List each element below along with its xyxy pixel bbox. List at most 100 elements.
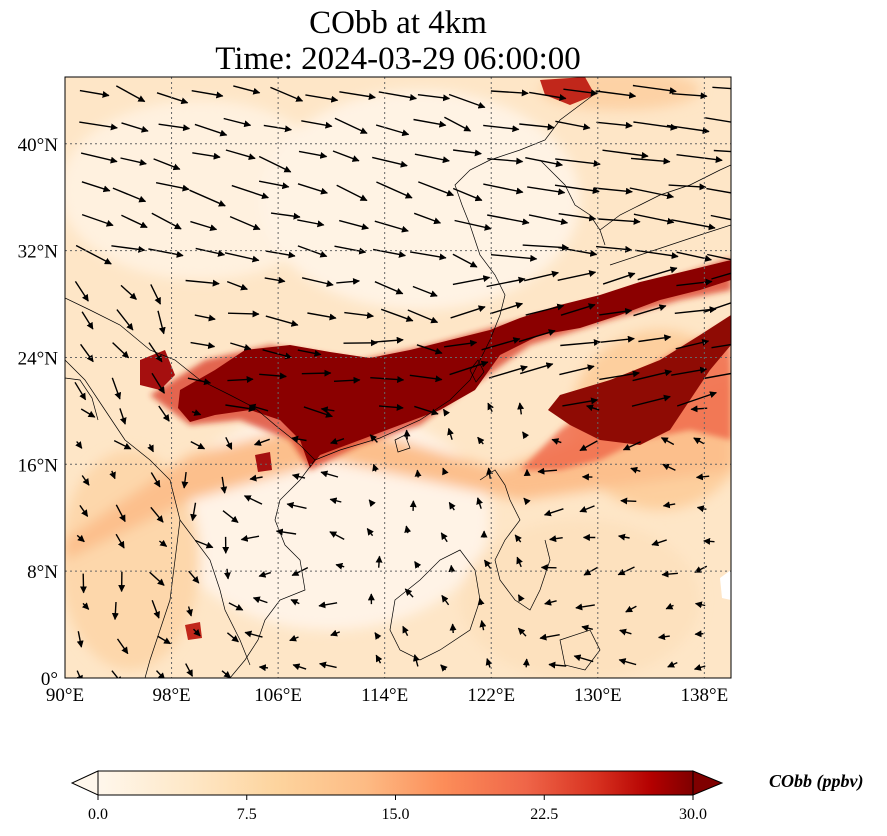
wind-arrow (151, 599, 160, 619)
wind-arrow (289, 634, 299, 642)
wind-arrow (153, 158, 181, 171)
wind-arrow (487, 157, 524, 165)
wind-arrow (231, 184, 269, 200)
wind-arrow (713, 149, 731, 153)
wind-arrow (275, 528, 297, 536)
wind-arrow (712, 86, 731, 90)
wind-arrow (706, 187, 731, 194)
wind-arrow (220, 476, 228, 494)
wind-arrow (660, 437, 675, 446)
wind-arrow (638, 334, 672, 343)
wind-arrow (528, 214, 569, 226)
wind-arrow (693, 437, 705, 445)
wind-arrow (188, 570, 200, 584)
wind-arrow (632, 369, 673, 382)
wind-arrow (651, 539, 667, 547)
wind-arrow (551, 438, 562, 445)
wind-arrow (558, 213, 597, 222)
wind-arrow (619, 628, 632, 636)
wind-arrow (305, 94, 339, 103)
wind-arrow (485, 658, 493, 668)
wind-arrow (442, 408, 450, 417)
wind-arrow (244, 630, 263, 638)
wind-arrow (230, 342, 252, 351)
wind-arrow (109, 470, 116, 480)
wind-arrow (483, 559, 492, 569)
wind-arrow (221, 670, 232, 678)
wind-arrow (376, 181, 413, 199)
wind-arrow (259, 372, 287, 380)
wind-arrow (298, 150, 328, 159)
wind-arrow (579, 440, 598, 452)
wind-arrow (476, 497, 483, 509)
wind-arrow (291, 473, 306, 480)
wind-arrow (339, 219, 369, 231)
wind-arrow (596, 121, 633, 129)
wind-arrow (258, 180, 290, 190)
wind-arrow (695, 473, 710, 481)
wind-arrow (703, 372, 731, 380)
wind-arrow (121, 122, 149, 133)
wind-arrow (518, 329, 556, 343)
wind-arrow (334, 117, 368, 134)
wind-arrow (335, 562, 345, 570)
wind-arrow (481, 337, 521, 351)
wind-arrow (374, 632, 382, 640)
wind-arrow (517, 402, 525, 415)
wind-arrow (149, 571, 165, 586)
wind-arrow (81, 475, 90, 486)
colorbar-min-extend (70, 770, 99, 796)
map-frame (64, 76, 732, 679)
wind-arrow (148, 248, 184, 258)
wind-arrow (676, 154, 723, 164)
wind-arrow (560, 338, 601, 347)
wind-arrow (514, 534, 522, 543)
lat-tick-label: 32°N (18, 242, 59, 263)
wind-arrow (635, 249, 679, 260)
wind-arrow (442, 467, 449, 476)
wind-arrow (258, 664, 269, 672)
wind-arrow (181, 472, 189, 489)
wind-arrow (374, 220, 409, 233)
wind-arrow (671, 366, 708, 376)
wind-arrow (330, 629, 341, 637)
wind-arrow (620, 497, 637, 505)
wind-arrow (156, 92, 189, 105)
wind-arrow (441, 594, 450, 606)
wind-arrow (600, 335, 635, 343)
wind-arrow (413, 654, 420, 667)
wind-arrow (525, 157, 563, 168)
wind-arrow (710, 214, 731, 221)
wind-arrow (477, 597, 485, 606)
wind-arrow (539, 633, 560, 641)
wind-arrow (258, 155, 292, 173)
wind-arrow (113, 439, 132, 450)
wind-arrow (452, 187, 483, 202)
wind-arrow (525, 303, 565, 316)
wind-arrow (194, 123, 228, 137)
colorbar-tick-label: 22.5 (530, 806, 558, 823)
wind-arrow (517, 627, 527, 637)
wind-arrow (557, 270, 597, 281)
wind-arrow (483, 183, 524, 195)
wind-arrow (375, 124, 410, 137)
wind-arrow (560, 303, 596, 316)
wind-arrow (75, 244, 112, 265)
wind-arrow (222, 510, 239, 524)
wind-arrow (81, 311, 94, 330)
wind-arrow (477, 436, 485, 445)
wind-arrow (226, 280, 248, 291)
wind-arrow (404, 588, 414, 598)
wind-arrow (694, 630, 704, 638)
wind-arrow (529, 91, 567, 101)
wind-arrow (301, 120, 333, 129)
wind-arrow (665, 602, 674, 610)
lon-tick-label: 130°E (574, 685, 622, 706)
wind-arrow (486, 467, 494, 479)
wind-arrow (74, 281, 89, 302)
wind-arrow (336, 184, 368, 202)
wind-arrow (618, 658, 637, 666)
wind-arrow (662, 501, 676, 509)
wind-arrow (414, 561, 422, 569)
wind-arrow (555, 158, 601, 167)
